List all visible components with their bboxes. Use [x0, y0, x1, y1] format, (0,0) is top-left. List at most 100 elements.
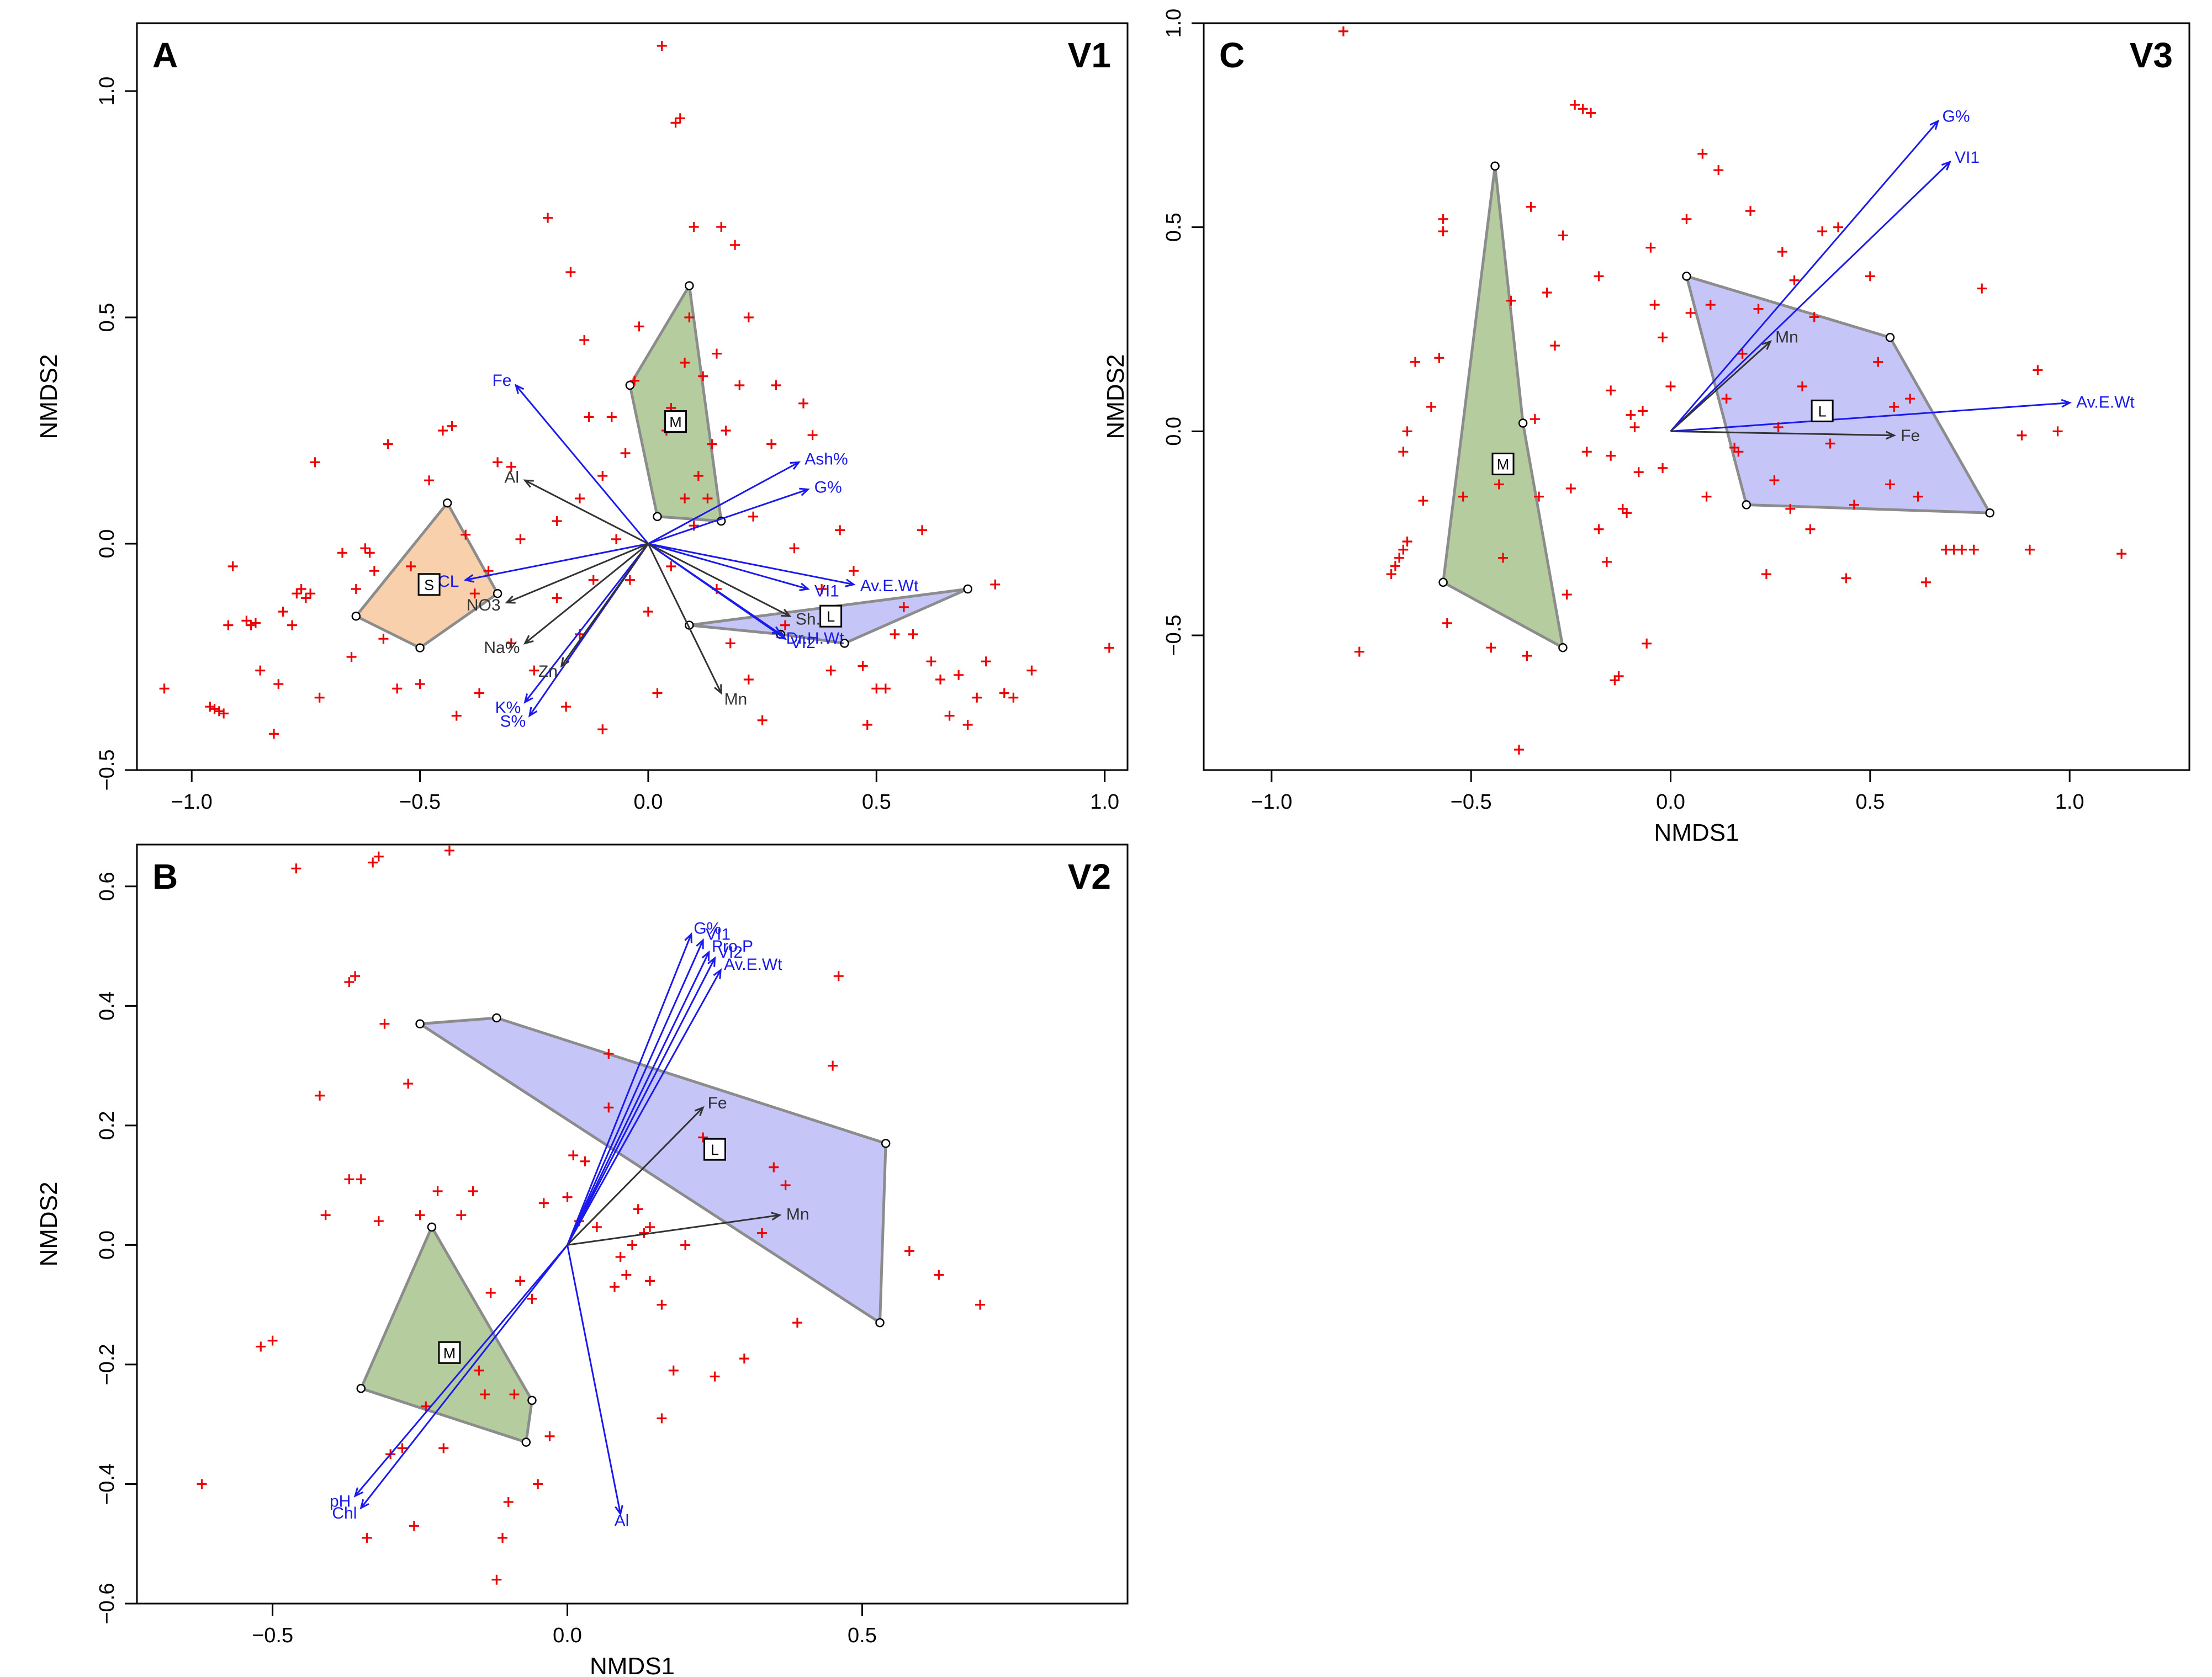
panel-a-point [579, 335, 590, 345]
panel-c-point [1721, 394, 1732, 404]
panel-a-xtick-label: −0.5 [399, 790, 441, 814]
panel-c-point [2052, 426, 2063, 437]
panel-a-vector-label: CL [438, 572, 459, 591]
panel-c-vector-head [1761, 340, 1772, 350]
panel-b-point [509, 1389, 520, 1400]
panel-b-point [792, 1318, 802, 1328]
panel-a-point [620, 448, 631, 458]
panel-b-point [503, 1496, 514, 1507]
panel-c-point [1833, 222, 1844, 232]
panel-a-centroid-s-label: S [424, 577, 434, 593]
panel-b-ytick-label: −0.6 [96, 1583, 119, 1624]
panel-a-point [981, 656, 991, 667]
panel-a-vector-head [528, 707, 538, 718]
panel-c-point [1390, 561, 1400, 571]
panel-b-point [615, 1252, 626, 1262]
panel-c-vector-label: Fe [1901, 427, 1920, 445]
panel-b-point [485, 1288, 496, 1298]
panel-c-point [1873, 357, 1883, 367]
panel-b-point [350, 971, 361, 981]
panel-a-point [625, 575, 635, 585]
panel-a-point [780, 620, 790, 630]
panel-b-point [468, 1186, 478, 1196]
panel-a-point [383, 439, 393, 449]
panel-c-point [1622, 508, 1632, 518]
panel-c-point [2116, 549, 2127, 559]
panel-c-point [1753, 304, 1764, 314]
panel-c-hull-l [1684, 274, 1993, 514]
panel-a-point [227, 561, 238, 571]
panel-b-centroid-l-label: L [711, 1142, 719, 1158]
panel-c-point [1737, 348, 1748, 359]
panel-c-hull-l-vertex [1885, 333, 1895, 342]
panel-b-ytick-label: 0.2 [96, 1111, 119, 1140]
panel-c-point [1398, 447, 1409, 457]
panel-c-point [1977, 283, 1987, 294]
panel-b-point [397, 1443, 408, 1453]
panel-c-point [1681, 214, 1692, 224]
panel-c-point [1905, 394, 1915, 404]
panel-a-vector-ash- [648, 461, 800, 545]
panel-a-vector-g- [648, 489, 808, 545]
panel-b-point [739, 1354, 749, 1364]
panel-b-vector-label: VI2 [718, 943, 743, 962]
panel-a-xtick-label: 0.0 [634, 790, 663, 814]
panel-b-hull-m-vertex [356, 1383, 366, 1393]
panel-a-point [159, 683, 170, 694]
panel-b-hull-l-vertex [875, 1318, 885, 1328]
panel-a-point [693, 471, 703, 481]
panel-c-point [1745, 206, 1756, 216]
panel-a-point [415, 679, 425, 689]
panel-c-ytick-label: 1.0 [1162, 9, 1186, 38]
panel-a-vector-label: Mn [724, 690, 747, 708]
panel-a-vector-head [845, 579, 856, 587]
panel-c-ytick-label: 0.0 [1162, 417, 1186, 446]
panel-c-point [1498, 553, 1508, 563]
panel-a-point [552, 593, 562, 603]
panel-a-point [926, 656, 936, 667]
panel-c-point [1613, 671, 1624, 681]
panel-a-xtick-label: 1.0 [1090, 790, 1119, 814]
panel-a-point [278, 607, 288, 617]
panel-a-point [1008, 692, 1019, 703]
panel-a-point [506, 638, 516, 649]
panel-b-point [403, 1079, 414, 1089]
panel-a-vector-fe [515, 385, 649, 544]
panel-b-ytick-label: 0.6 [96, 872, 119, 901]
panel-b-vector-label: Al [615, 1511, 629, 1530]
panel-a-vector-mn [647, 543, 722, 694]
panel-a-point [771, 380, 781, 390]
panel-a-point [990, 579, 1001, 590]
panel-c-point [1578, 104, 1588, 114]
panel-a-vector-k- [524, 543, 649, 703]
panel-b-hull-l [416, 1016, 887, 1325]
panel-a-point [871, 683, 882, 694]
panel-a-point [506, 461, 516, 472]
panel-b-point [645, 1276, 655, 1286]
panel-a-point [734, 380, 745, 390]
panel-a-point [798, 398, 809, 408]
panel-a-point [483, 566, 494, 576]
panel-a-point [698, 371, 708, 381]
panel-b-xlabel: NMDS1 [590, 1653, 675, 1677]
panel-c-point [1921, 577, 1931, 587]
panel-b-vector-label: Av.E.Wt [724, 956, 782, 974]
panel-b-vector-label: Chl [332, 1504, 357, 1522]
panel-c-point [1562, 590, 1572, 600]
panel-c-vector-head [1885, 431, 1896, 440]
panel-c-xtick-label: 1.0 [2055, 790, 2084, 814]
panel-c-point [1402, 426, 1412, 437]
panel-a-point [707, 439, 717, 449]
panel-c-point [1585, 108, 1596, 118]
panel-b-vector-av-e-wt [567, 969, 722, 1246]
panel-a-vector-label: Av.E.Wt [860, 577, 919, 595]
panel-a-vector-label: S% [500, 712, 526, 730]
panel-a-vector-head [799, 487, 810, 496]
panel-b-ylabel: NMDS2 [35, 1181, 62, 1266]
panel-a-point [766, 439, 777, 449]
panel-a-hull-s-vertex [442, 498, 452, 508]
panel-c-vector-head [1941, 160, 1952, 171]
panel-b-ytick-label: 0.0 [96, 1230, 119, 1260]
panel-a-ylabel: NMDS2 [35, 354, 62, 439]
panel-a-point [364, 548, 375, 558]
